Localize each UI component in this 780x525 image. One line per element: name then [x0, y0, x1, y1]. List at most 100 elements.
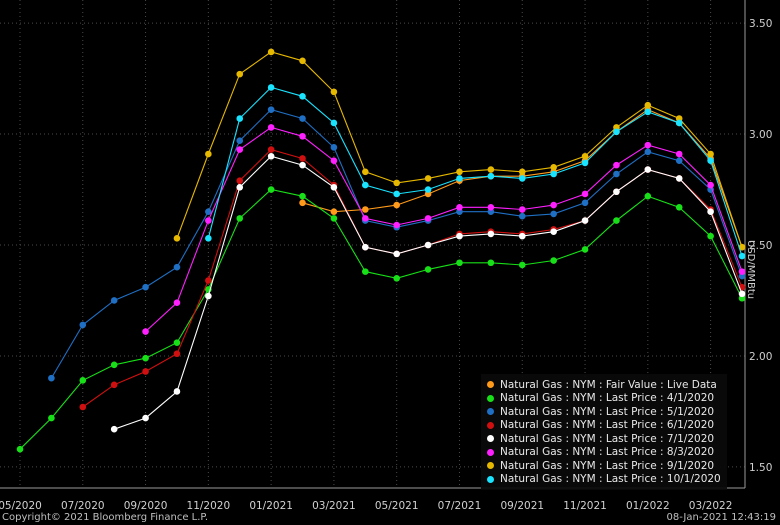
series-point-5 [173, 388, 181, 395]
series-point-6 [456, 203, 463, 211]
x-tick-label: 11/2020 [187, 500, 231, 512]
series-point-2 [487, 259, 495, 267]
axes: 05/2020 07/2020 09/2020 11/2020 01/2021 03/20… [0, 0, 772, 512]
series-point-7 [330, 88, 338, 96]
series-line-3 [50, 108, 743, 379]
series-point-2 [707, 232, 714, 240]
series-point-6 [613, 161, 620, 169]
series-point-3 [79, 321, 87, 329]
series-line-6 [145, 126, 743, 332]
series-point-5 [644, 166, 652, 173]
series-point-3 [173, 263, 181, 271]
legend-label: Natural Gas : NYM : Fair Value : Live Da… [500, 378, 717, 391]
legend-swatch [487, 408, 494, 416]
series-point-5 [236, 184, 244, 191]
legend-item: Natural Gas : NYM : Last Price : 4/1/202… [487, 392, 727, 406]
series-point-5 [518, 232, 526, 240]
series-point-5 [299, 161, 306, 169]
series-point-6 [330, 157, 338, 164]
series-point-3 [236, 137, 244, 145]
series-point-4 [205, 277, 212, 284]
series-point-6 [738, 268, 746, 275]
x-tick-label: 11/2021 [563, 500, 607, 512]
series-point-6 [550, 201, 557, 209]
series-point-5 [581, 217, 589, 224]
series-point-5 [142, 414, 149, 422]
series-point-2 [267, 186, 275, 193]
series-point-6 [675, 150, 683, 158]
series-point-2 [550, 257, 557, 264]
series-point-6 [487, 203, 495, 211]
copyright-text: Copyright© 2021 Bloomberg Finance L.P. [2, 512, 209, 523]
series-point-5 [362, 243, 369, 251]
series-point-2 [456, 259, 463, 267]
series-point-6 [236, 146, 244, 153]
x-tick-label: 01/2022 [626, 500, 670, 512]
series-point-5 [330, 184, 338, 191]
series-point-5 [424, 241, 432, 249]
series-line-7 [176, 51, 743, 248]
series-point-5 [487, 230, 495, 238]
x-tick-label: 05/2021 [375, 500, 419, 512]
x-tick-label: 05/2020 [0, 500, 42, 512]
series-point-2 [142, 354, 149, 362]
series-point-1 [362, 206, 369, 213]
series-point-2 [110, 361, 118, 369]
series-point-8 [644, 108, 652, 116]
series-point-4 [110, 381, 118, 389]
series-point-3 [142, 283, 149, 291]
series-point-5 [456, 232, 463, 240]
series-point-2 [299, 192, 306, 200]
series-point-7 [456, 168, 463, 176]
series-point-2 [393, 274, 400, 282]
series-point-7 [518, 168, 526, 176]
series-point-6 [299, 132, 306, 140]
y-tick-label: 2.50 [749, 240, 772, 252]
series-point-2 [79, 377, 87, 384]
series-point-3 [550, 210, 557, 218]
series-point-8 [707, 157, 714, 164]
legend-label: Natural Gas : NYM : Last Price : 4/1/202… [500, 392, 715, 405]
series-point-8 [581, 159, 589, 167]
legend-swatch [487, 421, 494, 429]
series-point-5 [738, 290, 746, 298]
legend-label: Natural Gas : NYM : Last Price : 5/1/202… [500, 405, 715, 418]
series-point-8 [299, 93, 306, 100]
series-point-3 [205, 208, 212, 216]
legend-item: Natural Gas : NYM : Last Price : 6/1/202… [487, 419, 727, 433]
grid-lines [0, 0, 748, 488]
series-point-5 [550, 228, 557, 235]
series-point-2 [424, 266, 432, 273]
series-point-6 [424, 215, 432, 222]
series-point-7 [173, 235, 181, 242]
series-point-8 [738, 252, 746, 260]
series-point-5 [707, 208, 714, 216]
series-point-8 [330, 119, 338, 127]
series-point-6 [393, 221, 400, 229]
series-point-8 [205, 235, 212, 242]
series-point-5 [675, 175, 683, 182]
series-point-3 [48, 374, 55, 382]
series-point-3 [581, 199, 589, 207]
series-point-8 [424, 186, 432, 193]
series-point-2 [173, 339, 181, 346]
series-point-7 [707, 150, 714, 158]
legend: Natural Gas : NYM : Fair Value : Live Da… [481, 374, 727, 490]
x-tick-label: 03/2021 [312, 500, 356, 512]
x-tick-label: 09/2020 [124, 500, 168, 512]
series-point-3 [644, 148, 652, 156]
legend-item: Natural Gas : NYM : Last Price : 10/1/20… [487, 473, 727, 487]
series-point-6 [142, 328, 149, 335]
legend-label: Natural Gas : NYM : Last Price : 10/1/20… [500, 473, 721, 486]
series-point-8 [236, 115, 244, 122]
y-tick-label: 1.50 [749, 462, 772, 474]
y-axis-label: USD/MMBtu [745, 240, 756, 300]
legend-item: Natural Gas : NYM : Fair Value : Live Da… [487, 378, 727, 392]
series-point-5 [110, 425, 118, 433]
series-point-7 [205, 150, 212, 158]
series-point-6 [205, 217, 212, 224]
series-point-5 [613, 188, 620, 196]
series-point-5 [393, 250, 400, 258]
series-point-8 [613, 128, 620, 136]
series-point-6 [644, 141, 652, 149]
